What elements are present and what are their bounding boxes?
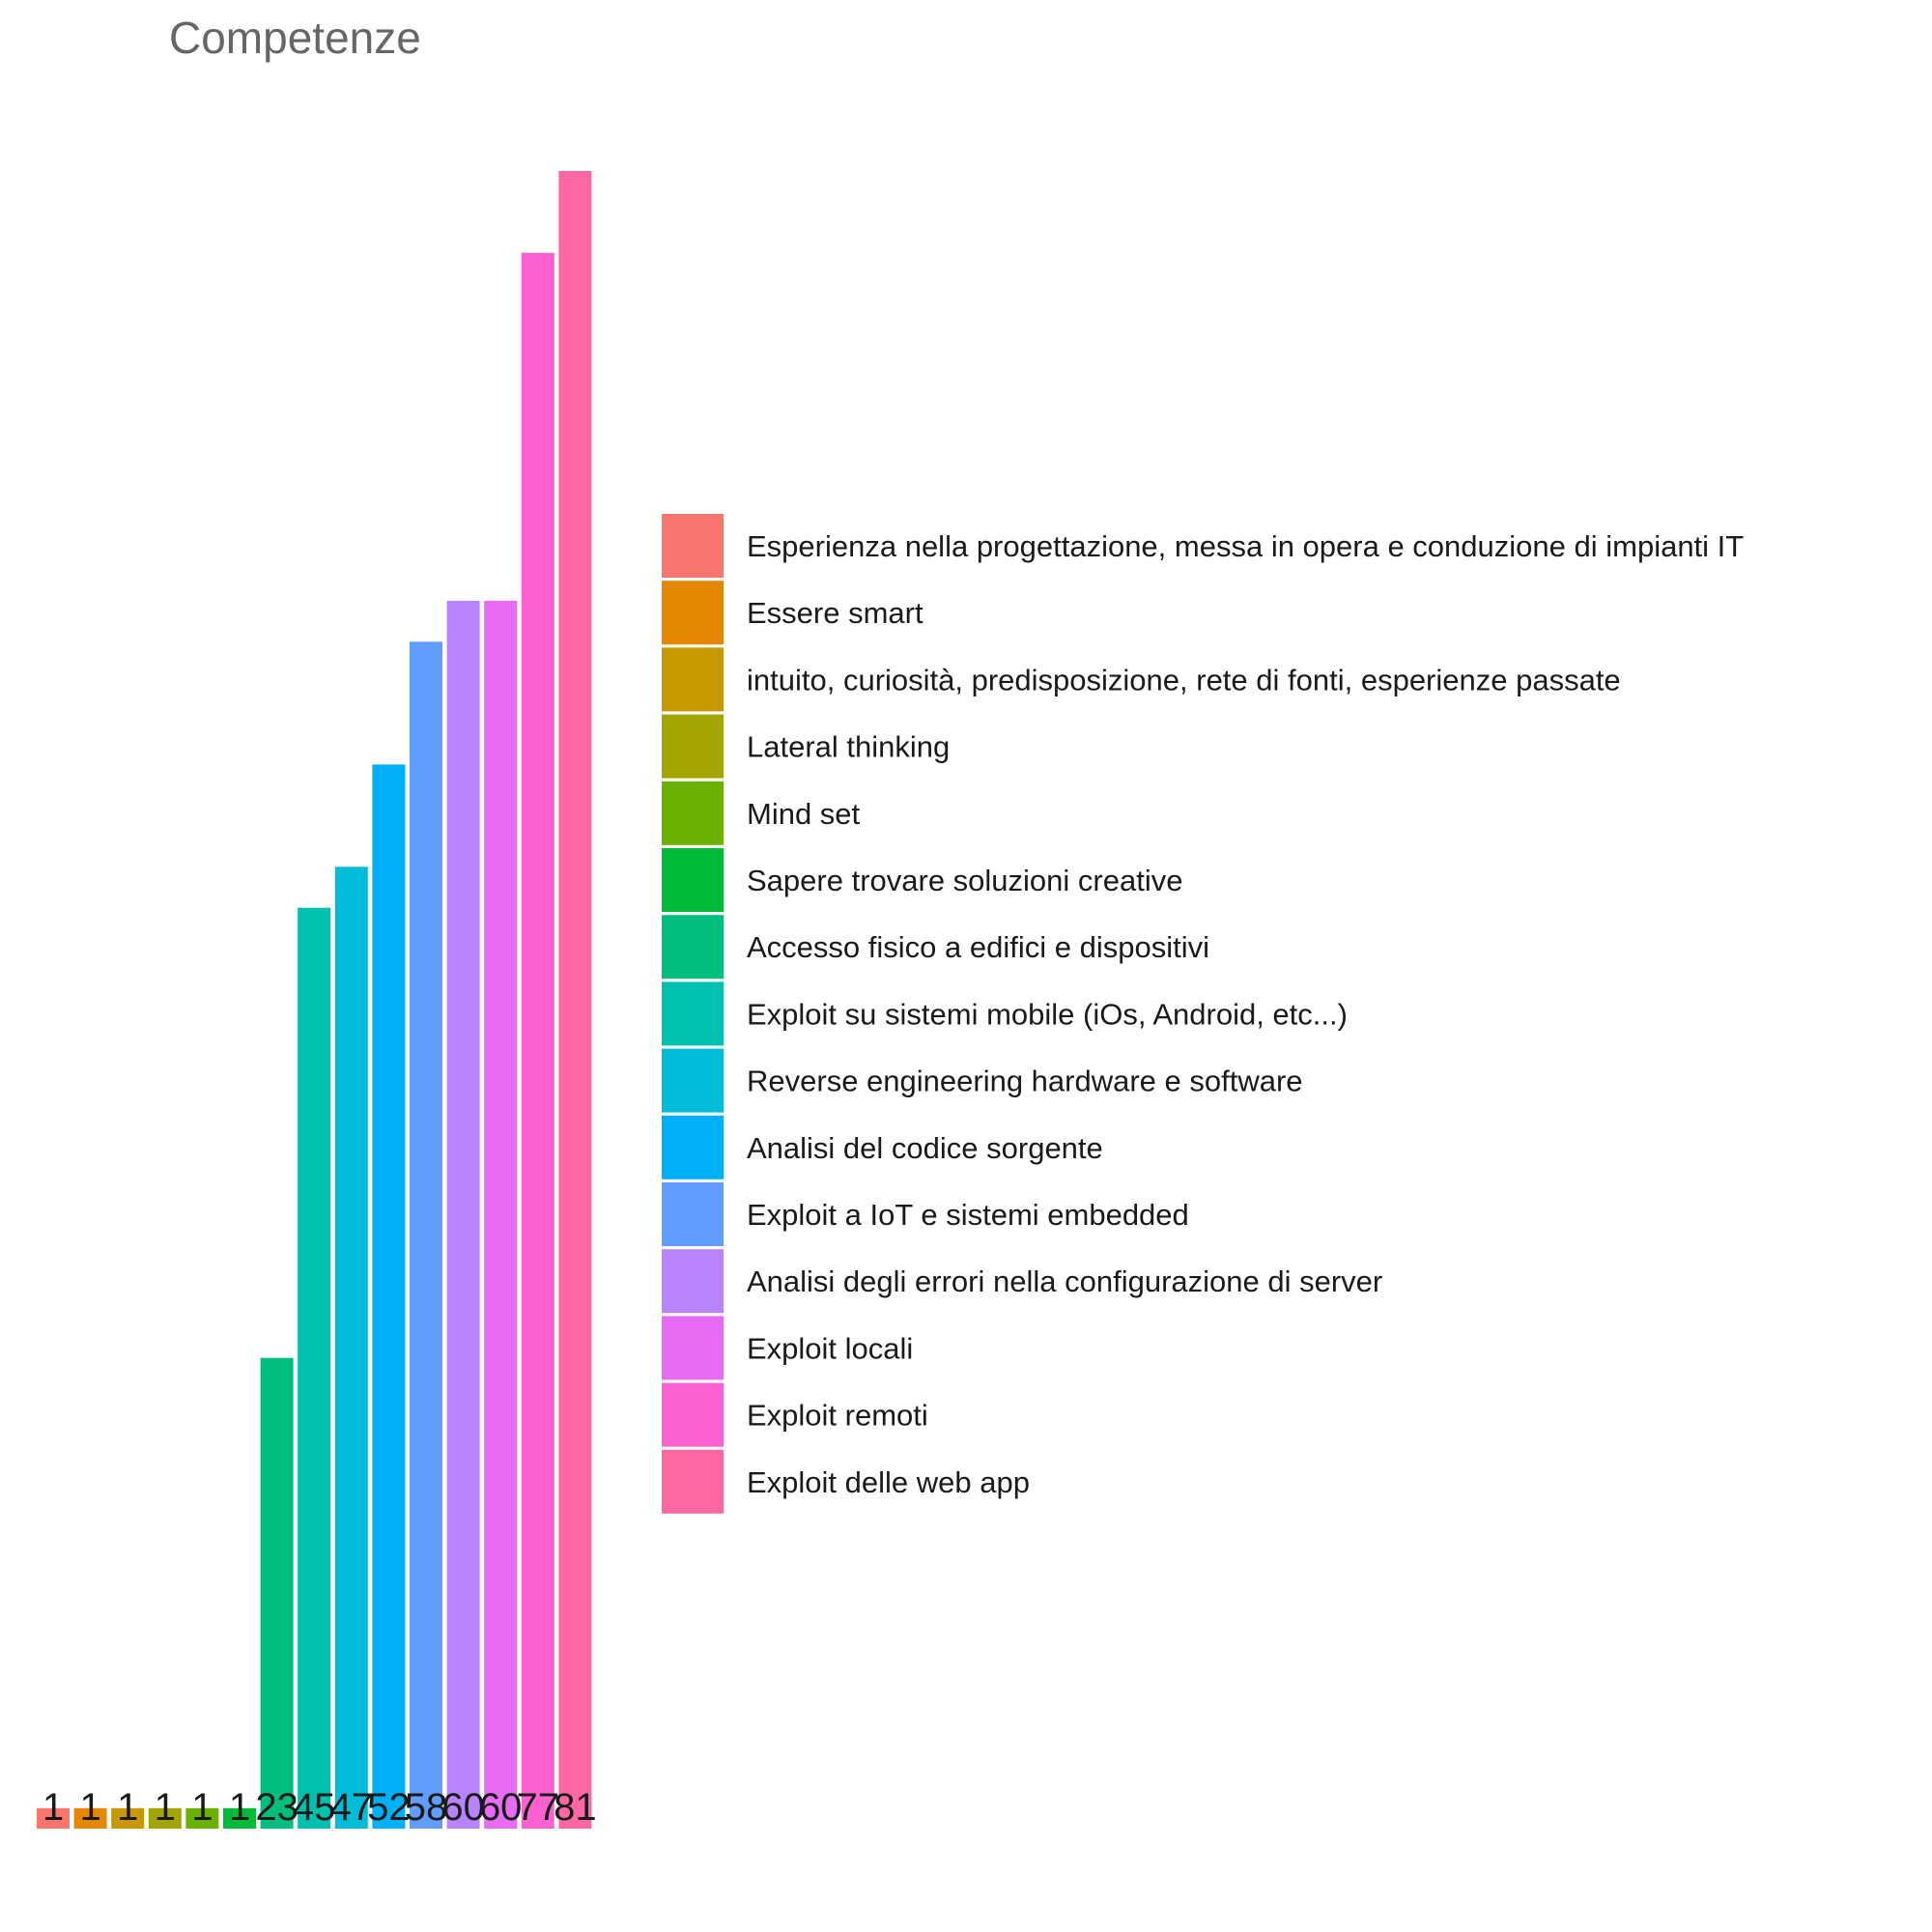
legend-key-10 bbox=[662, 1115, 724, 1179]
legend-label-14: Exploit remoti bbox=[747, 1399, 928, 1433]
bar-7 bbox=[260, 1357, 294, 1829]
legend-key-15 bbox=[662, 1449, 724, 1514]
bar-1 bbox=[37, 1807, 70, 1829]
bar-value-label: 60 bbox=[479, 1786, 523, 1829]
bar-value-label: 1 bbox=[43, 1786, 64, 1829]
legend-label-15: Exploit delle web app bbox=[747, 1465, 1030, 1499]
bar-9 bbox=[334, 867, 368, 1829]
legend-label-11: Exploit a IoT e sistemi embedded bbox=[747, 1198, 1189, 1232]
bar-value-label: 45 bbox=[293, 1786, 336, 1829]
bar-10 bbox=[372, 764, 406, 1829]
legend-key-9 bbox=[662, 1048, 724, 1113]
legend-key-1 bbox=[662, 514, 724, 578]
bar-11 bbox=[410, 641, 442, 1829]
bar-15 bbox=[558, 171, 592, 1829]
legend-key-3 bbox=[662, 647, 724, 712]
legend-key-2 bbox=[662, 581, 724, 645]
legend-key-5 bbox=[662, 781, 724, 845]
bar-value-label: 1 bbox=[191, 1786, 213, 1829]
bar-5 bbox=[185, 1807, 219, 1829]
legend-label-6: Sapere trovare soluzioni creative bbox=[747, 864, 1182, 897]
bar-value-label: 1 bbox=[117, 1786, 138, 1829]
legend-key-4 bbox=[662, 714, 724, 779]
legend-key-6 bbox=[662, 848, 724, 912]
bar-8 bbox=[298, 907, 331, 1829]
legend-label-9: Reverse engineering hardware e software bbox=[747, 1065, 1303, 1098]
legend-label-7: Accesso fisico a edifici e dispositivi bbox=[747, 930, 1209, 964]
legend-key-12 bbox=[662, 1249, 724, 1314]
bar-2 bbox=[73, 1807, 107, 1829]
legend-label-4: Lateral thinking bbox=[747, 730, 950, 764]
bar-4 bbox=[148, 1807, 182, 1829]
legend-key-14 bbox=[662, 1382, 724, 1447]
bar-value-label: 47 bbox=[330, 1786, 374, 1829]
bar-value-label: 60 bbox=[441, 1786, 485, 1829]
legend-key-13 bbox=[662, 1316, 724, 1380]
legend-label-13: Exploit locali bbox=[747, 1331, 913, 1365]
bar-value-label: 1 bbox=[155, 1786, 176, 1829]
chart-title: Competenze bbox=[169, 13, 421, 63]
bar-value-label: 52 bbox=[367, 1786, 411, 1829]
legend-label-8: Exploit su sistemi mobile (iOs, Android,… bbox=[747, 997, 1348, 1031]
bar-13 bbox=[484, 600, 518, 1829]
bar-14 bbox=[521, 252, 554, 1830]
legend-label-5: Mind set bbox=[747, 797, 861, 831]
legend-key-8 bbox=[662, 981, 724, 1046]
bar-3 bbox=[111, 1807, 145, 1829]
legend-label-12: Analisi degli errori nella configurazion… bbox=[747, 1264, 1382, 1298]
legend-label-2: Essere smart bbox=[747, 596, 923, 630]
legend-label-10: Analisi del codice sorgente bbox=[747, 1131, 1103, 1165]
bar-value-label: 77 bbox=[517, 1786, 560, 1829]
legend-key-7 bbox=[662, 915, 724, 980]
bar-12 bbox=[446, 600, 480, 1829]
bars-group bbox=[37, 171, 592, 1830]
legend-label-3: intuito, curiosità, predisposizione, ret… bbox=[747, 663, 1621, 696]
legend-label-1: Esperienza nella progettazione, messa in… bbox=[747, 529, 1744, 563]
bar-value-label: 58 bbox=[405, 1786, 448, 1829]
bar-6 bbox=[223, 1807, 256, 1829]
bar-value-label: 1 bbox=[229, 1786, 250, 1829]
bar-value-label: 23 bbox=[255, 1786, 298, 1829]
bar-value-label: 1 bbox=[79, 1786, 100, 1829]
legend: Esperienza nella progettazione, messa in… bbox=[662, 514, 1744, 1514]
bar-value-label: 81 bbox=[554, 1786, 597, 1829]
legend-key-11 bbox=[662, 1182, 724, 1246]
